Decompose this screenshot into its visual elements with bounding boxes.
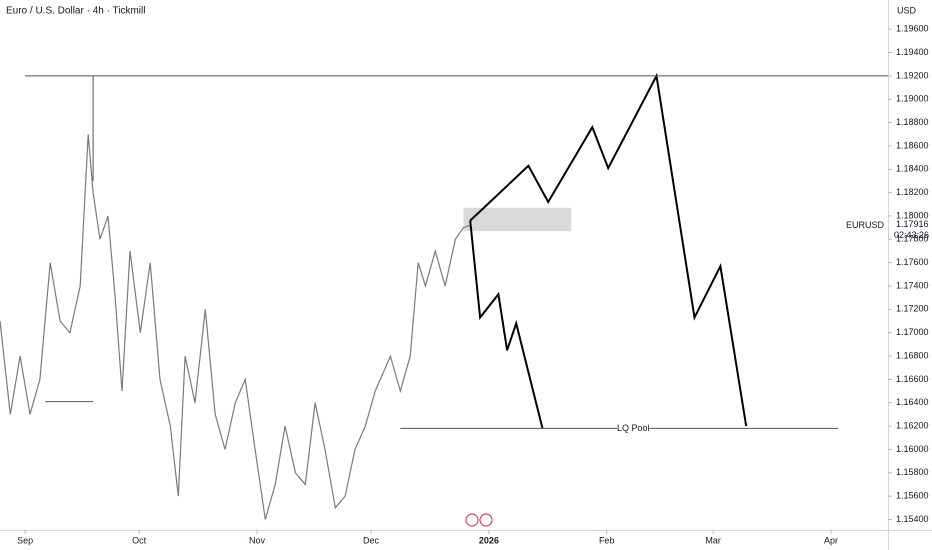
x-tick-label: Sep [17, 535, 33, 545]
x-tick-label: Apr [824, 535, 838, 545]
symbol-label: EURUSD [846, 220, 885, 230]
y-tick-label: 1.19600 [896, 24, 929, 34]
zone [463, 207, 572, 232]
y-tick-label: 1.15600 [896, 491, 929, 501]
y-tick-label: 1.19200 [896, 70, 929, 80]
annotation: LQ Pool [617, 423, 650, 433]
series-line [0, 134, 471, 520]
y-tick-label: 1.18000 [896, 210, 929, 220]
y-tick-label: 1.15400 [896, 514, 929, 524]
y-tick-label: 1.18800 [896, 117, 929, 127]
series-line [469, 220, 544, 429]
event-icon[interactable] [479, 513, 493, 527]
y-tick-label: 1.17400 [896, 280, 929, 290]
chart-title: Euro / U.S. Dollar · 4h · Tickmill [6, 6, 145, 17]
y-tick-label: 1.16600 [896, 374, 929, 384]
y-tick-label: 1.16400 [896, 397, 929, 407]
y-tick-label: 1.17000 [896, 327, 929, 337]
x-tick-label: Oct [132, 535, 147, 545]
y-tick-label: 1.18600 [896, 140, 929, 150]
series-line [469, 72, 748, 427]
y-tick-label: 1.17800 [896, 234, 929, 244]
y-tick-label: 1.18200 [896, 187, 929, 197]
y-tick-label: 1.19000 [896, 94, 929, 104]
y-tick-label: 1.19400 [896, 47, 929, 57]
x-tick-label: Feb [599, 535, 615, 545]
y-tick-label: 1.17600 [896, 257, 929, 267]
annotation-bg [617, 422, 650, 435]
x-tick-label: Mar [705, 535, 721, 545]
event-icon[interactable] [465, 513, 479, 527]
y-tick-label: 1.16000 [896, 444, 929, 454]
countdown: 02:43:26 [894, 230, 929, 240]
y-tick-label: 1.16800 [896, 350, 929, 360]
y-tick-label: 1.16200 [896, 420, 929, 430]
y-tick-label: 1.18400 [896, 164, 929, 174]
y-tick-label: 1.17200 [896, 304, 929, 314]
x-tick-label: Nov [249, 535, 266, 545]
y-tick-label: 1.15800 [896, 467, 929, 477]
x-tick-label: 2026 [479, 535, 499, 545]
last-price: 1.17916 [896, 219, 929, 229]
x-tick-label: Dec [363, 535, 380, 545]
y-axis-label: USD [897, 5, 917, 15]
